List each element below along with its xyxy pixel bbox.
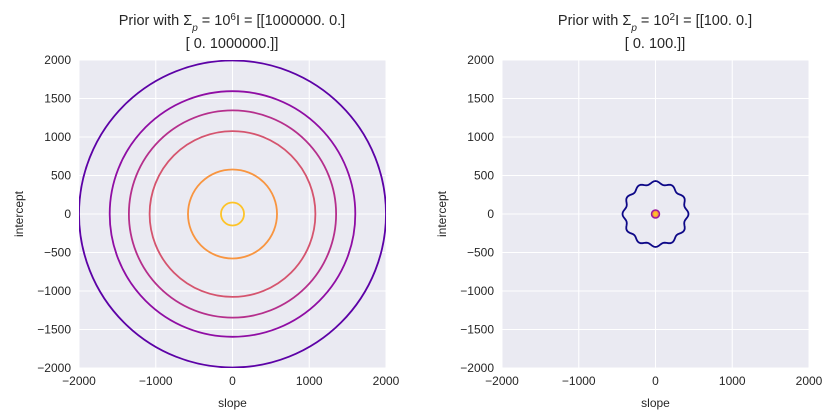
y-tick-label: 1000 [44, 130, 71, 144]
title-line-2: [ 0. 1000000.]] [186, 36, 279, 52]
contour-line [650, 209, 661, 219]
contour-line [220, 201, 245, 227]
contour-line [108, 90, 357, 338]
title-part: p [630, 23, 637, 34]
y-tick-label: 500 [51, 169, 71, 183]
y-tick-label: 1000 [467, 130, 494, 144]
subplot-1: −2000 −1000 0 1000 2000 2000 1500 1000 500 0 −500 −… [12, 12, 400, 411]
y-tick-label: 500 [474, 169, 494, 183]
x-tick-label: −1000 [562, 374, 596, 388]
y-tick-label: −1000 [37, 284, 71, 298]
y-tick-label: 1500 [467, 92, 494, 106]
x-tick-label: 1000 [296, 374, 323, 388]
y-tick-label: 2000 [44, 53, 71, 67]
title-line-1: Prior with Σp = 102I = [[100. 0.] [558, 12, 752, 34]
contour-line [653, 212, 658, 216]
x-tick-label: 0 [229, 374, 236, 388]
x-axis-label: slope [641, 396, 670, 410]
contours [621, 180, 690, 248]
contour-line [652, 210, 659, 218]
title-part: I = [[100. 0.] [675, 13, 752, 29]
title-line-1: Prior with Σp = 106I = [[1000000. 0.] [119, 12, 345, 34]
title-part: I = [[1000000. 0.] [236, 13, 345, 29]
title-part: Prior with Σ [558, 13, 631, 29]
subplot-2: −2000 −1000 0 1000 2000 2000 1500 1000 500 0 −500 −… [435, 12, 823, 411]
y-tick-label: 0 [64, 207, 71, 221]
x-tick-label: −2000 [62, 374, 96, 388]
title-part: 6 [230, 12, 236, 23]
title-part: = 10 [637, 13, 670, 29]
x-tick-label: 0 [652, 374, 659, 388]
y-tick-label: 0 [487, 207, 494, 221]
contours [79, 60, 386, 368]
x-tick-label: 2000 [373, 374, 400, 388]
y-tick-label: −1500 [460, 323, 494, 337]
title-line-2: [ 0. 100.]] [625, 36, 685, 52]
y-tick-label: 2000 [467, 53, 494, 67]
title-part: p [191, 23, 198, 34]
contour-line [148, 130, 317, 298]
y-tick-label: −1500 [37, 323, 71, 337]
y-axis-label: intercept [435, 190, 449, 237]
y-tick-label: −2000 [37, 361, 71, 375]
x-tick-label: −2000 [485, 374, 519, 388]
contour-line [127, 109, 338, 319]
title-part: = 10 [198, 13, 231, 29]
contour-line [79, 60, 386, 368]
x-tick-label: 2000 [796, 374, 823, 388]
x-tick-label: 1000 [719, 374, 746, 388]
y-tick-label: 1500 [44, 92, 71, 106]
y-tick-label: −500 [44, 246, 71, 260]
contour-line [621, 180, 690, 248]
x-axis-label: slope [218, 396, 247, 410]
y-axis-label: intercept [12, 190, 26, 237]
y-tick-label: −500 [467, 246, 494, 260]
title-part: Prior with Σ [119, 13, 192, 29]
x-tick-label: −1000 [139, 374, 173, 388]
title-part: 2 [670, 12, 676, 23]
y-tick-label: −1000 [460, 284, 494, 298]
y-tick-label: −2000 [460, 361, 494, 375]
contour-line [187, 168, 278, 260]
